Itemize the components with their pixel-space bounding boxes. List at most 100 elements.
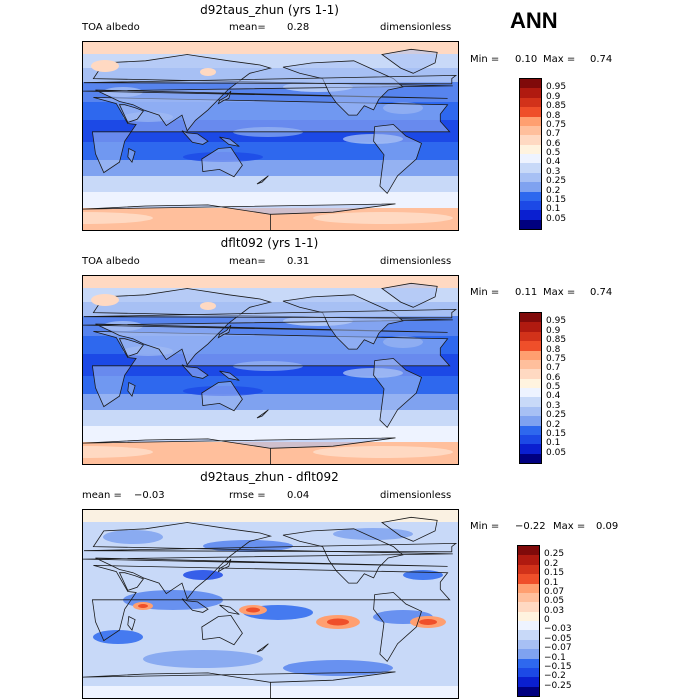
colorbar-swatch <box>518 649 539 659</box>
colorbar-tick-label: 0.9 <box>546 91 561 102</box>
continent-outline <box>118 338 145 357</box>
continent-outline <box>181 598 209 613</box>
continent-outline <box>373 592 422 663</box>
min-value: −0.22 <box>515 521 546 532</box>
colorbar-tick-label: 0.07 <box>544 586 565 597</box>
colorbar-swatch <box>518 574 539 584</box>
colorbar-swatch <box>520 172 541 183</box>
continent-outline <box>373 124 422 195</box>
continent-outline <box>127 615 136 631</box>
colorbar-swatch <box>518 658 539 668</box>
colorbar-swatch <box>520 191 541 201</box>
mean-value: 0.28 <box>287 22 310 33</box>
colorbar-swatch <box>520 219 541 229</box>
colorbar-tick-label: 0.1 <box>544 577 559 588</box>
colorbar-swatch <box>520 434 541 445</box>
colorbar-tick-label: 0.2 <box>544 558 559 569</box>
continent-outline <box>217 324 232 339</box>
colorbar-tick-label: 0.7 <box>546 363 561 374</box>
colorbar-swatch <box>518 677 539 687</box>
colorbar-swatch <box>520 397 541 407</box>
continent-outline <box>83 522 453 600</box>
colorbar-tick-label: 0.4 <box>546 157 561 168</box>
colorbar-swatch <box>520 79 541 89</box>
colorbar-tick-label: 0.05 <box>544 596 565 607</box>
colorbar-tick-label: 0.15 <box>546 194 567 205</box>
mean-label: mean= <box>229 22 266 33</box>
continent-outline <box>381 282 438 308</box>
continent-outline <box>83 437 396 464</box>
colorbar-tick-label: 0.85 <box>546 101 567 112</box>
colorbar-tick-label: 0.4 <box>546 391 561 402</box>
colorbar-tick-label: 0.75 <box>546 353 567 364</box>
colorbar-tick-label: −0.1 <box>544 652 566 663</box>
colorbar-swatch <box>518 592 539 603</box>
colorbar-tick-label: −0.25 <box>544 680 572 691</box>
continent-outline <box>256 175 269 185</box>
colorbar-swatch <box>518 611 539 621</box>
difference-map <box>82 509 459 699</box>
continent-outline <box>127 381 136 397</box>
colorbar-swatch <box>520 144 541 154</box>
colorbar-tick-label: 0.2 <box>546 419 561 430</box>
continent-outline <box>219 604 240 615</box>
colorbar-swatch <box>520 88 541 98</box>
colorbar-swatch <box>518 667 539 678</box>
continent-outline <box>219 370 240 381</box>
colorbar-swatch <box>520 331 541 342</box>
colorbar-swatch <box>520 350 541 360</box>
max-value: 0.74 <box>590 54 613 65</box>
season-label: ANN <box>510 8 558 33</box>
colorbar-tick-label: 0.1 <box>546 438 561 449</box>
continent-outline <box>181 130 209 145</box>
continent-outline <box>83 671 396 698</box>
continent-outline <box>83 203 396 230</box>
continent-outline <box>282 60 404 116</box>
continent-outline <box>219 136 240 147</box>
colorbar-swatches <box>517 545 540 697</box>
colorbar-tick-label: 0.75 <box>546 119 567 130</box>
colorbar-swatch <box>520 313 541 323</box>
colorbar-swatch <box>520 453 541 463</box>
continent-outline <box>201 147 243 178</box>
colorbar-tick-label: 0.2 <box>546 185 561 196</box>
albedo-map-top <box>82 41 459 231</box>
continent-outline <box>181 364 209 379</box>
min-label: Min = <box>470 54 500 65</box>
colorbar-tick-label: 0.25 <box>544 549 565 560</box>
continent-outline <box>201 615 243 646</box>
mean-value: 0.31 <box>287 256 310 267</box>
colorbar-swatch <box>520 97 541 108</box>
colorbar-swatch <box>520 322 541 332</box>
colorbar-swatch <box>520 406 541 417</box>
continent-outline <box>282 294 404 350</box>
colorbar-swatch <box>518 630 539 640</box>
max-value: 0.09 <box>596 521 619 532</box>
continent-outline <box>381 48 438 74</box>
colorbar-tick-label: 0.6 <box>546 138 561 149</box>
units-label: dimensionless <box>380 256 452 267</box>
continent-outline <box>217 558 232 573</box>
variable-label: TOA albedo <box>82 256 140 267</box>
continent-outline <box>83 542 458 553</box>
units-label: dimensionless <box>380 22 452 33</box>
min-label: Min = <box>470 287 500 298</box>
colorbar-tick-label: 0.5 <box>546 382 561 392</box>
colorbar-tick-label: 0.25 <box>546 176 567 187</box>
min-value: 0.10 <box>515 54 538 65</box>
colorbar-swatch <box>520 378 541 388</box>
colorbar-tick-label: −0.03 <box>544 624 572 635</box>
continent-outline <box>127 147 136 163</box>
continent-outline <box>118 572 145 591</box>
colorbar-swatch <box>520 135 541 145</box>
colorbar-tick-label: 0.1 <box>546 204 561 215</box>
mean-label: mean = <box>82 490 122 501</box>
min-value: 0.11 <box>515 287 538 298</box>
colorbar-swatch <box>518 686 539 696</box>
max-value: 0.74 <box>590 287 613 298</box>
colorbar-swatches <box>519 78 542 230</box>
colorbar-tick-label: 0.15 <box>546 428 567 439</box>
colorbar-swatches <box>519 312 542 464</box>
max-label: Max = <box>543 54 576 65</box>
colorbar-swatch <box>520 210 541 220</box>
